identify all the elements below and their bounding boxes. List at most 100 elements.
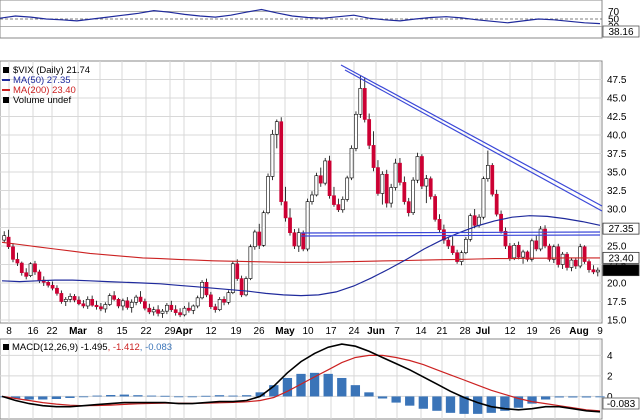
macd-histogram-bar: [445, 396, 456, 413]
macd-histogram-bar: [10, 396, 21, 399]
candle-body: [349, 148, 354, 179]
candle-body: [103, 304, 108, 310]
candle-body: [323, 160, 328, 184]
macd-histogram-bar: [581, 396, 592, 398]
macd-histogram-bar: [405, 396, 415, 406]
price-panel: 47.545.042.540.037.535.032.530.027.525.0…: [0, 60, 640, 327]
candle-body: [380, 173, 385, 194]
price-tick-label: 45.0: [607, 94, 627, 105]
macd-histogram-bar: [146, 395, 157, 397]
x-tick-label: 29: [164, 326, 176, 337]
price-tick-label: 30.0: [607, 205, 627, 216]
candle-body: [147, 307, 152, 313]
candle-body: [274, 121, 279, 135]
candle-body: [169, 304, 174, 310]
candle-body: [15, 259, 20, 264]
price-value-label: 21.74: [608, 266, 633, 277]
ma200-line: [1, 241, 600, 263]
candle-body: [107, 295, 112, 305]
candle-body: [340, 199, 345, 211]
macd-panel: 4 2 0 -0.083 MACD(12,26,9) -1.495, -1.412,…: [0, 338, 640, 420]
macd-tick-label: 4: [607, 351, 613, 362]
candle-body: [85, 299, 90, 307]
candle-body: [125, 300, 130, 308]
candle-body: [433, 196, 437, 220]
macd-histogram-bar: [214, 395, 225, 397]
candle-body: [428, 178, 433, 197]
candle-body: [411, 179, 416, 214]
candle-body: [499, 213, 503, 232]
ma50-line: [1, 215, 601, 297]
candle-body: [99, 306, 103, 310]
candle-body: [37, 271, 42, 281]
candle-body: [362, 88, 367, 120]
macd-legend: MACD(12,26,9) -1.495, -1.412, -0.083: [3, 342, 172, 353]
rsi-panel: 705030 38.16: [0, 0, 640, 39]
candle-body: [160, 310, 165, 314]
price-value-box: [602, 222, 640, 235]
x-tick-label: Jul: [476, 326, 491, 337]
x-tick-label: 26: [549, 326, 561, 337]
candle-body: [33, 263, 37, 273]
candle-body: [503, 230, 508, 247]
macd-histogram-bar: [554, 396, 564, 398]
candle-body: [512, 244, 517, 259]
x-tick-label: 9: [597, 326, 603, 337]
candle-body: [565, 253, 569, 268]
macd-histogram-bar: [500, 396, 510, 411]
candle-body: [2, 235, 7, 241]
price-tick-label: 17.5: [607, 297, 627, 308]
candle-body: [217, 299, 222, 310]
candle-body: [345, 177, 350, 200]
macd-histogram-bar: [296, 373, 306, 397]
x-tick-label: Jun: [367, 326, 385, 337]
candle-body: [305, 201, 310, 250]
price-tick-label: 40.0: [607, 131, 627, 142]
macd-histogram-bar: [377, 396, 388, 399]
candle-body: [538, 228, 543, 250]
candle-body: [28, 263, 33, 276]
x-tick-label: 17: [325, 326, 337, 337]
legend-label: MA(200) 23.40: [13, 85, 76, 96]
candle-body: [573, 259, 578, 267]
candle-body: [186, 307, 191, 311]
macd-histogram-bar: [282, 377, 293, 397]
macd-histogram-bar: [432, 396, 442, 411]
x-tick-label: 22: [140, 326, 152, 337]
candle-body: [50, 284, 55, 289]
candle-body: [446, 239, 451, 247]
candle-body: [358, 88, 363, 115]
x-tick-label: Apr: [175, 326, 192, 337]
candle-body: [63, 299, 68, 302]
x-tick-label: 12: [504, 326, 516, 337]
macd-histogram-bar: [309, 372, 320, 397]
candle-body: [437, 219, 442, 231]
candle-body: [279, 121, 284, 202]
macd-histogram-bar: [92, 395, 102, 397]
candle-body: [481, 178, 486, 218]
macd-histogram-bar: [65, 396, 75, 398]
resistance-trendline-upper: [340, 64, 603, 207]
candle-body: [560, 253, 565, 265]
candle-body: [248, 246, 253, 279]
candle-body: [485, 165, 490, 179]
macd-histogram-bar: [568, 396, 578, 398]
candle-body: [578, 246, 583, 267]
candle-body: [129, 301, 134, 308]
macd-histogram-bar: [486, 396, 496, 413]
candle-body: [81, 303, 86, 307]
candle-body: [582, 246, 587, 262]
candle-body: [547, 245, 552, 260]
x-tick-label: 21: [436, 326, 448, 337]
rsi-tick-label: 70: [608, 7, 620, 18]
candle-body: [384, 173, 389, 204]
macd-histogram-bar: [228, 395, 238, 397]
candle-body: [11, 246, 15, 260]
candle-body: [543, 228, 547, 247]
macd-histogram-bar: [391, 396, 401, 403]
legend-label: MA(50) 27.35: [13, 75, 71, 86]
support-line-lower: [300, 234, 601, 237]
macd-histogram-bar: [160, 395, 170, 397]
price-tick-label: 25.0: [607, 242, 627, 253]
